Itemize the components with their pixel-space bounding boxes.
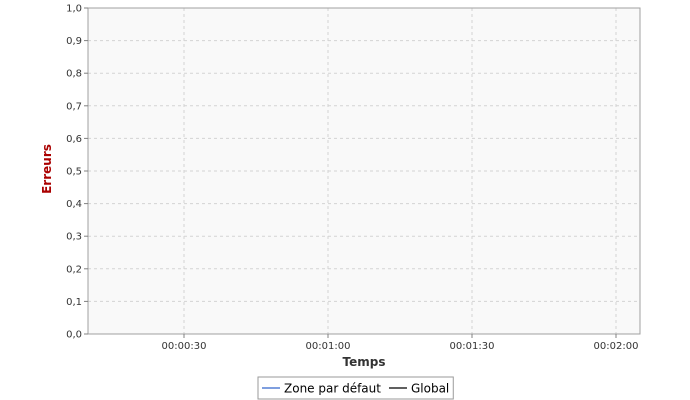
x-axis-title: Temps: [343, 355, 386, 369]
legend-item: Zone par défaut: [262, 382, 381, 396]
y-tick-label: 0,3: [66, 232, 82, 243]
y-tick-label: 0,9: [66, 36, 82, 47]
y-axis-title: Erreurs: [40, 144, 54, 194]
legend-box: [257, 376, 454, 400]
legend: Zone par défaut Global: [257, 376, 454, 400]
x-tick-label: 00:00:30: [162, 341, 207, 352]
x-tick-label: 00:01:00: [306, 341, 351, 352]
y-tick-label: 0,6: [66, 134, 82, 145]
legend-label: Zone par défaut: [284, 382, 381, 396]
y-tick-label: 1,0: [66, 4, 82, 15]
y-tick-label: 0,8: [66, 69, 82, 80]
y-tick-label: 0,0: [66, 330, 82, 341]
x-tick-label: 00:01:30: [450, 341, 495, 352]
y-tick-label: 0,7: [66, 101, 82, 112]
legend-item: Global: [388, 382, 449, 396]
y-tick-label: 0,4: [66, 199, 82, 210]
legend-label: Global: [411, 382, 449, 396]
x-tick-label: 00:02:00: [594, 341, 639, 352]
y-tick-label: 0,1: [66, 297, 82, 308]
y-tick-label: 0,2: [66, 264, 82, 275]
y-tick-label: 0,5: [66, 167, 82, 178]
